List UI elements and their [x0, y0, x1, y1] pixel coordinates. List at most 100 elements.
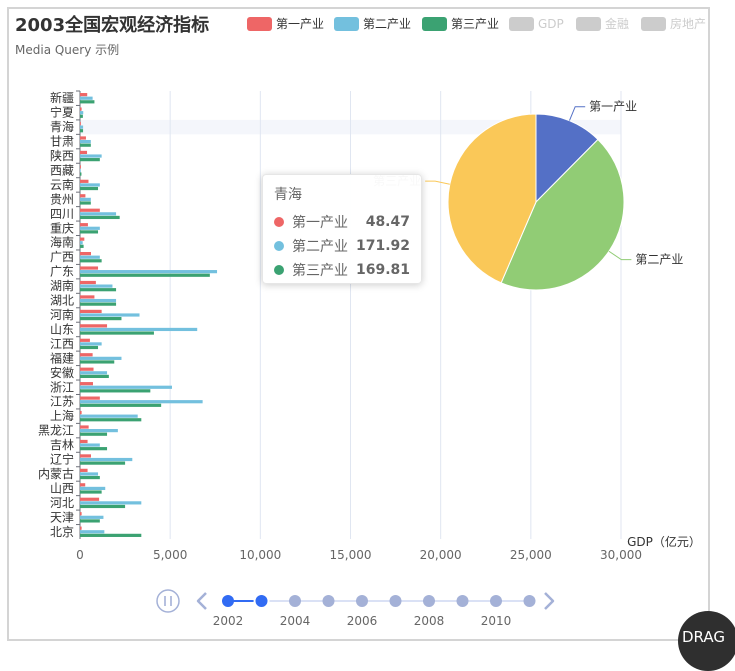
bar	[80, 125, 84, 129]
tooltip-title: 青海	[274, 187, 302, 203]
y-category-label: 海南	[50, 235, 74, 250]
y-category-label: 上海	[50, 408, 74, 423]
bar	[80, 165, 81, 169]
timeline-point[interactable]	[222, 595, 234, 607]
timeline-point[interactable]	[389, 595, 402, 607]
bar	[80, 288, 117, 292]
timeline-point[interactable]	[423, 595, 435, 607]
legend-swatch	[334, 17, 359, 31]
bar	[80, 313, 140, 317]
legend-item: 金融	[576, 16, 629, 31]
bar	[80, 259, 102, 263]
y-category-label: 青海	[50, 119, 74, 134]
chart-canvas: 2003全国宏观经济指标 Media Query 示例 第一产业 第二产业 第三产业…	[15, 14, 706, 628]
timeline-point[interactable]	[322, 595, 335, 607]
timeline: 2002 2004 2006 2008 2010	[156, 589, 555, 628]
bar	[80, 371, 108, 375]
bar	[80, 230, 99, 234]
bar	[80, 270, 218, 274]
bar	[80, 201, 91, 205]
bar	[80, 223, 88, 227]
bar	[80, 353, 93, 357]
legend-item: 第二产业	[334, 17, 411, 31]
bar	[80, 374, 109, 379]
chevron-left-icon[interactable]	[196, 592, 207, 610]
bar	[80, 212, 117, 216]
y-category-label: 西藏	[50, 163, 74, 177]
legend-label: 金融	[605, 16, 629, 31]
bar	[80, 454, 92, 458]
bar	[80, 327, 198, 332]
bar	[80, 504, 126, 509]
legend-swatch	[509, 17, 534, 31]
legend-label: 第二产业	[363, 17, 411, 31]
tooltip-row-name: 第三产业	[292, 263, 348, 279]
bar	[80, 179, 89, 183]
legend-item: 第一产业	[247, 17, 324, 31]
bar	[80, 382, 93, 386]
drag-button[interactable]: DRAG	[678, 611, 735, 671]
y-category-label: 新疆	[50, 90, 74, 105]
pie-label: 第二产业	[635, 253, 683, 267]
bar	[80, 100, 95, 104]
bar	[80, 93, 88, 97]
pie-slice	[535, 113, 599, 204]
timeline-point[interactable]	[289, 595, 301, 607]
bar	[80, 472, 99, 476]
timeline-point[interactable]	[523, 595, 536, 607]
legend-swatch	[247, 17, 272, 31]
bar	[80, 255, 100, 259]
legend-label: 第三产业	[451, 17, 499, 31]
y-category-label: 湖南	[50, 278, 74, 293]
pie-leader-line	[425, 180, 450, 185]
bar	[80, 519, 100, 523]
timeline-point[interactable]	[356, 595, 368, 607]
y-category-label: 贵州	[50, 192, 74, 206]
bar	[80, 324, 108, 328]
chart-frame: 2003全国宏观经济指标 Media Query 示例 第一产业 第二产业 第三产业…	[7, 7, 710, 641]
bar	[80, 403, 162, 407]
bar	[80, 356, 122, 360]
pie-leader-line	[569, 106, 586, 121]
bar	[80, 429, 118, 433]
timeline-point[interactable]	[456, 595, 469, 607]
bar	[80, 107, 82, 111]
bar	[80, 208, 100, 212]
chevron-right-icon[interactable]	[544, 592, 555, 610]
tooltip-row: 第一产业 48.47	[274, 210, 410, 234]
y-category-label: 陕西	[50, 148, 74, 163]
bar	[80, 168, 81, 173]
pie-slice	[447, 113, 537, 284]
bar	[80, 158, 100, 162]
bar	[80, 512, 82, 516]
pie-label: 第一产业	[589, 100, 637, 114]
bar	[80, 497, 100, 501]
bar	[80, 457, 133, 462]
bar	[80, 111, 84, 115]
bar	[80, 172, 82, 176]
bar	[80, 143, 91, 147]
pie-slice	[500, 138, 625, 291]
bar	[80, 526, 82, 530]
bar	[80, 400, 203, 404]
bar	[80, 244, 84, 248]
timeline-year-label: 2004	[280, 614, 311, 628]
timeline-point-current[interactable]	[253, 593, 270, 609]
timeline-year-label: 2002	[213, 614, 244, 628]
pause-icon[interactable]	[156, 589, 180, 613]
bar	[80, 385, 172, 389]
y-category-label: 黑龙江	[38, 424, 74, 438]
y-category-label: 安徽	[50, 365, 74, 380]
timeline-point[interactable]	[490, 595, 502, 607]
legend-swatch	[641, 17, 666, 31]
legend: 第一产业 第二产业 第三产业 GDP 金融 房地产	[247, 16, 706, 31]
y-category-label: 河北	[50, 496, 74, 510]
chart-subtitle: Media Query 示例	[15, 43, 119, 57]
y-category-label: 江西	[50, 337, 74, 351]
y-category-label: 浙江	[50, 380, 74, 394]
series-dot-icon	[274, 265, 284, 275]
pie-leader-line	[608, 250, 632, 261]
bar	[80, 266, 99, 270]
bar	[80, 226, 100, 230]
bar	[80, 360, 115, 364]
